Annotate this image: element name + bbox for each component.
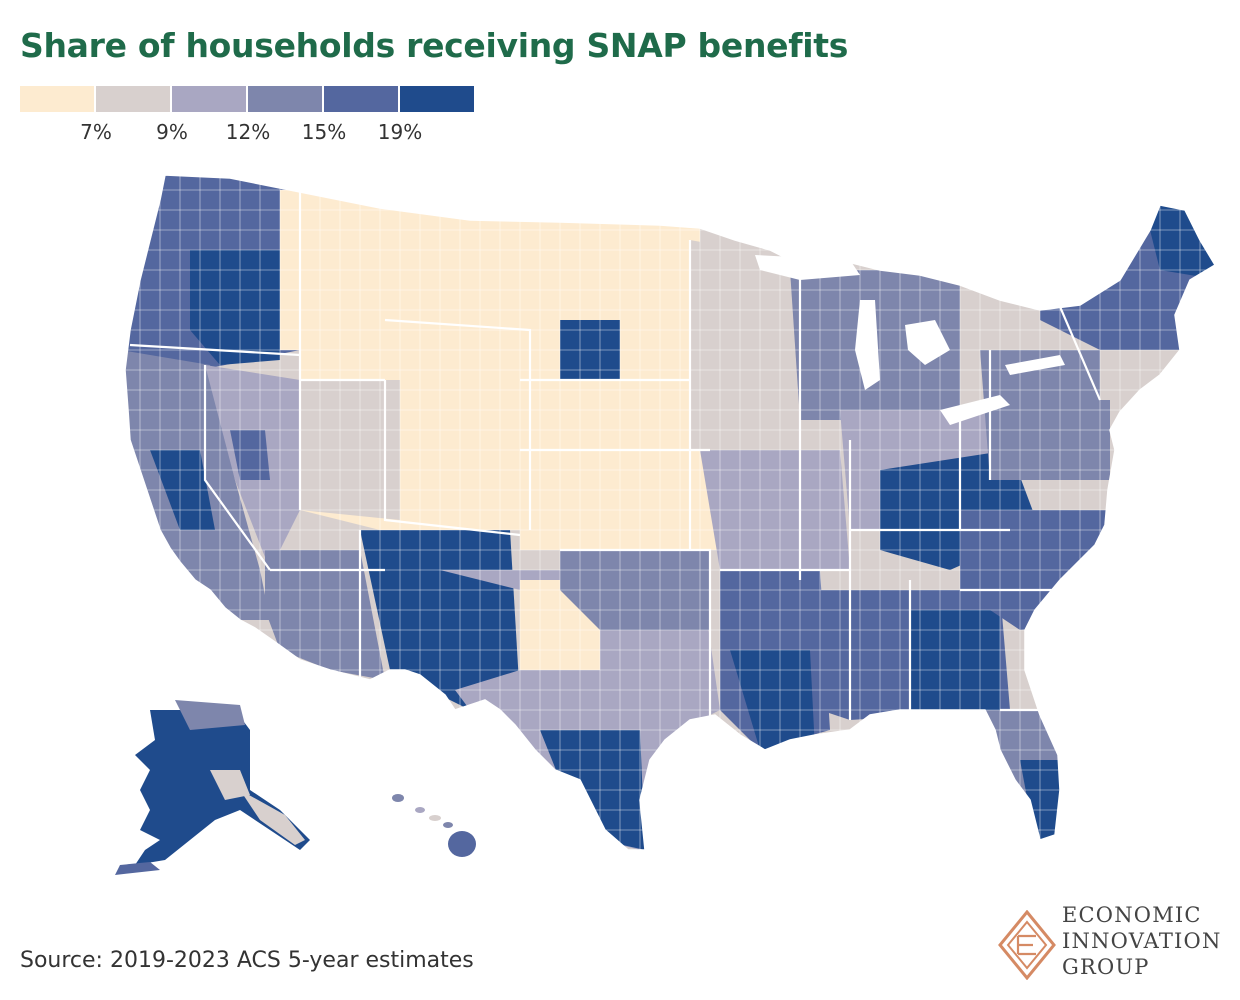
legend-bin	[400, 86, 474, 112]
legend-bar	[20, 86, 474, 112]
eig-logo-wordmark: ECONOMIC INNOVATION GROUP	[1062, 902, 1222, 980]
chart-title: Share of households receiving SNAP benef…	[20, 26, 849, 65]
eig-logo-line: INNOVATION	[1062, 929, 1222, 953]
legend-tick: 15%	[301, 120, 347, 144]
legend-bin	[248, 86, 322, 112]
legend-bin	[172, 86, 246, 112]
legend-bin	[96, 86, 170, 112]
eig-logo: ECONOMIC INNOVATION GROUP	[996, 902, 1236, 992]
legend-tick: 19%	[377, 120, 423, 144]
us-county-choropleth-map	[0, 150, 1240, 880]
conus-outline	[124, 174, 1217, 851]
legend-tick: 7%	[80, 120, 112, 144]
hawaii	[392, 794, 476, 857]
state-borders	[129, 190, 1110, 730]
alaska	[115, 700, 310, 875]
great-lakes	[755, 255, 1065, 425]
legend-bin	[20, 86, 94, 112]
legend: 7% 9% 12% 15% 19%	[20, 86, 480, 146]
legend-tick: 9%	[156, 120, 188, 144]
eig-logo-line: GROUP	[1062, 955, 1150, 979]
source-note: Source: 2019-2023 ACS 5-year estimates	[20, 948, 474, 973]
eig-logo-mark-icon	[998, 910, 1056, 980]
eig-logo-line: ECONOMIC	[1062, 903, 1202, 927]
legend-tick: 12%	[225, 120, 271, 144]
legend-bin	[324, 86, 398, 112]
